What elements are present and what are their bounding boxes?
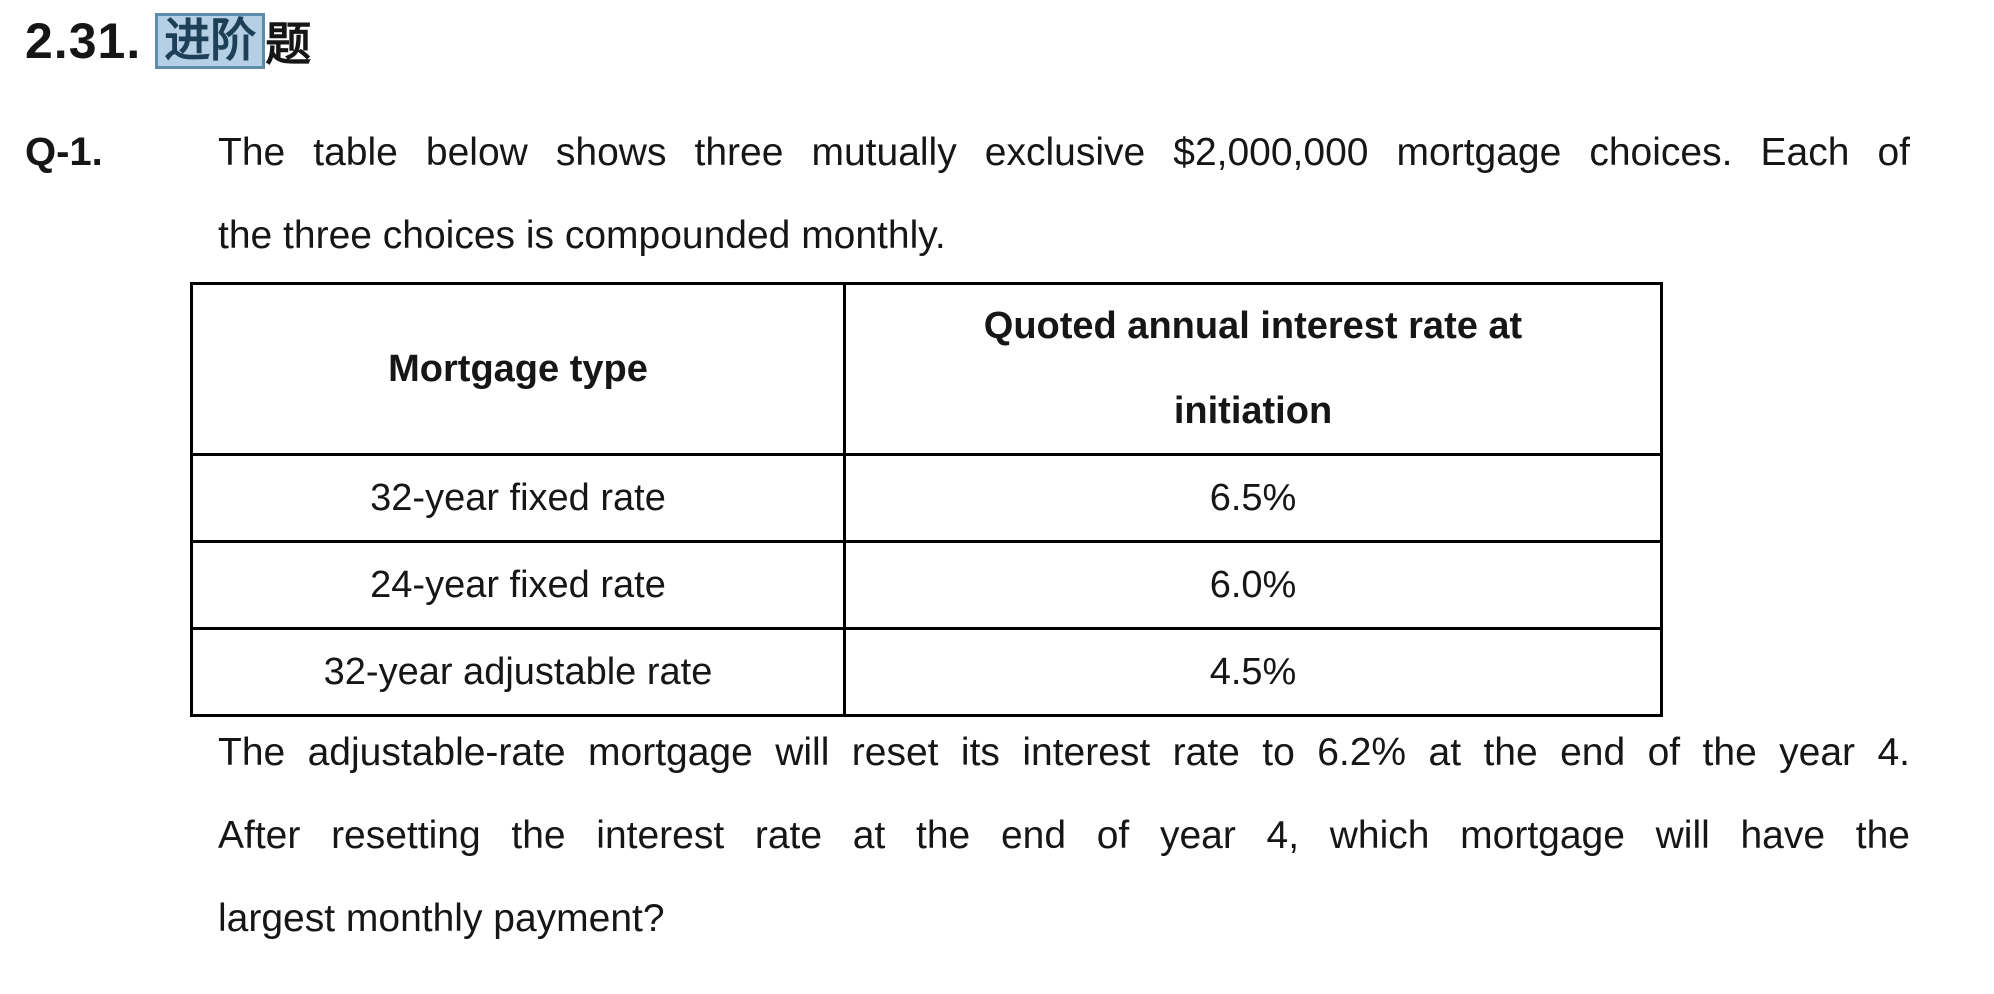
table-row-rate: 6.0%	[843, 540, 1660, 627]
table-row-type: 32-year fixed rate	[193, 453, 843, 540]
section-number: 2.31.	[25, 13, 142, 69]
mortgage-table: Mortgage type Quoted annual interest rat…	[190, 282, 1663, 717]
question-intro-line-1: The table below shows three mutually exc…	[218, 131, 1910, 174]
table-header-quoted-rate-line-2: initiation	[1173, 390, 1333, 432]
section-heading-suffix: 题	[265, 18, 312, 70]
table-row-rate: 6.5%	[843, 453, 1660, 540]
table-header-quoted-rate-line-1: Quoted annual interest rate at	[983, 305, 1523, 347]
table-header-mortgage-type: Mortgage type	[388, 347, 648, 390]
question-followup-line-1: The adjustable-rate mortgage will reset …	[218, 731, 1910, 774]
highlighted-text[interactable]: 进阶	[155, 13, 266, 69]
table-row-type: 24-year fixed rate	[193, 540, 843, 627]
question-followup-line-2: After resetting the interest rate at the…	[218, 814, 1910, 857]
table-row-rate: 4.5%	[843, 627, 1660, 714]
answer-line-clipped: Ans:32-year fixed rate mortgage	[30, 966, 667, 994]
question-label: Q-1.	[25, 130, 103, 174]
question-followup-line-3: largest monthly payment?	[218, 897, 665, 940]
table-header-quoted-rate: Quoted annual interest rate at initiatio…	[843, 285, 1660, 453]
section-heading: 2.31. 进阶 题	[25, 8, 311, 74]
question-intro-line-2: the three choices is compounded monthly.	[218, 214, 946, 257]
table-row-type: 32-year adjustable rate	[193, 627, 843, 714]
